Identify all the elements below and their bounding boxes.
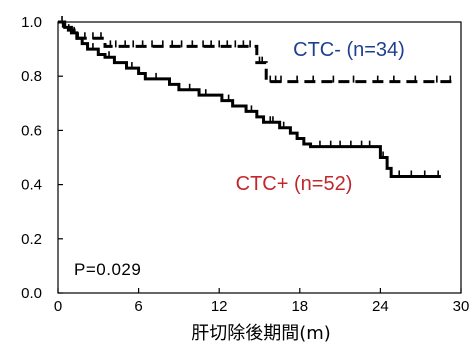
series-label-ctc-pos: CTC+ (n=52) xyxy=(236,173,353,195)
x-tick-label: 30 xyxy=(453,298,470,315)
x-tick-label: 12 xyxy=(211,298,228,315)
p-value-annotation: P=0.029 xyxy=(74,260,141,279)
series-layer xyxy=(58,16,455,178)
y-tick-label: 0.8 xyxy=(21,68,42,85)
y-tick-label: 0.0 xyxy=(21,285,42,302)
x-tick-label: 24 xyxy=(372,298,389,315)
plot-frame xyxy=(57,21,462,294)
axes-layer: 0 6 12 18 24 30 0.0 0.2 0.4 0.6 0.8 1.0 xyxy=(21,14,469,315)
x-tick-label: 18 xyxy=(291,298,308,315)
y-tick-label: 0.2 xyxy=(21,231,42,248)
survival-curve xyxy=(58,20,441,178)
y-tick-label: 0.6 xyxy=(21,122,42,139)
series-ctc-positive xyxy=(58,16,441,178)
series-label-ctc-neg: CTC- (n=34) xyxy=(293,39,405,61)
x-tick-label: 0 xyxy=(54,298,62,315)
y-tick-label: 1.0 xyxy=(21,14,42,31)
plot-area xyxy=(57,21,462,294)
x-tick-label: 6 xyxy=(134,298,142,315)
x-axis-title: 肝切除後期間(m) xyxy=(191,323,331,344)
y-tick-label: 0.4 xyxy=(21,177,42,194)
series-ctc-negative xyxy=(58,20,455,84)
